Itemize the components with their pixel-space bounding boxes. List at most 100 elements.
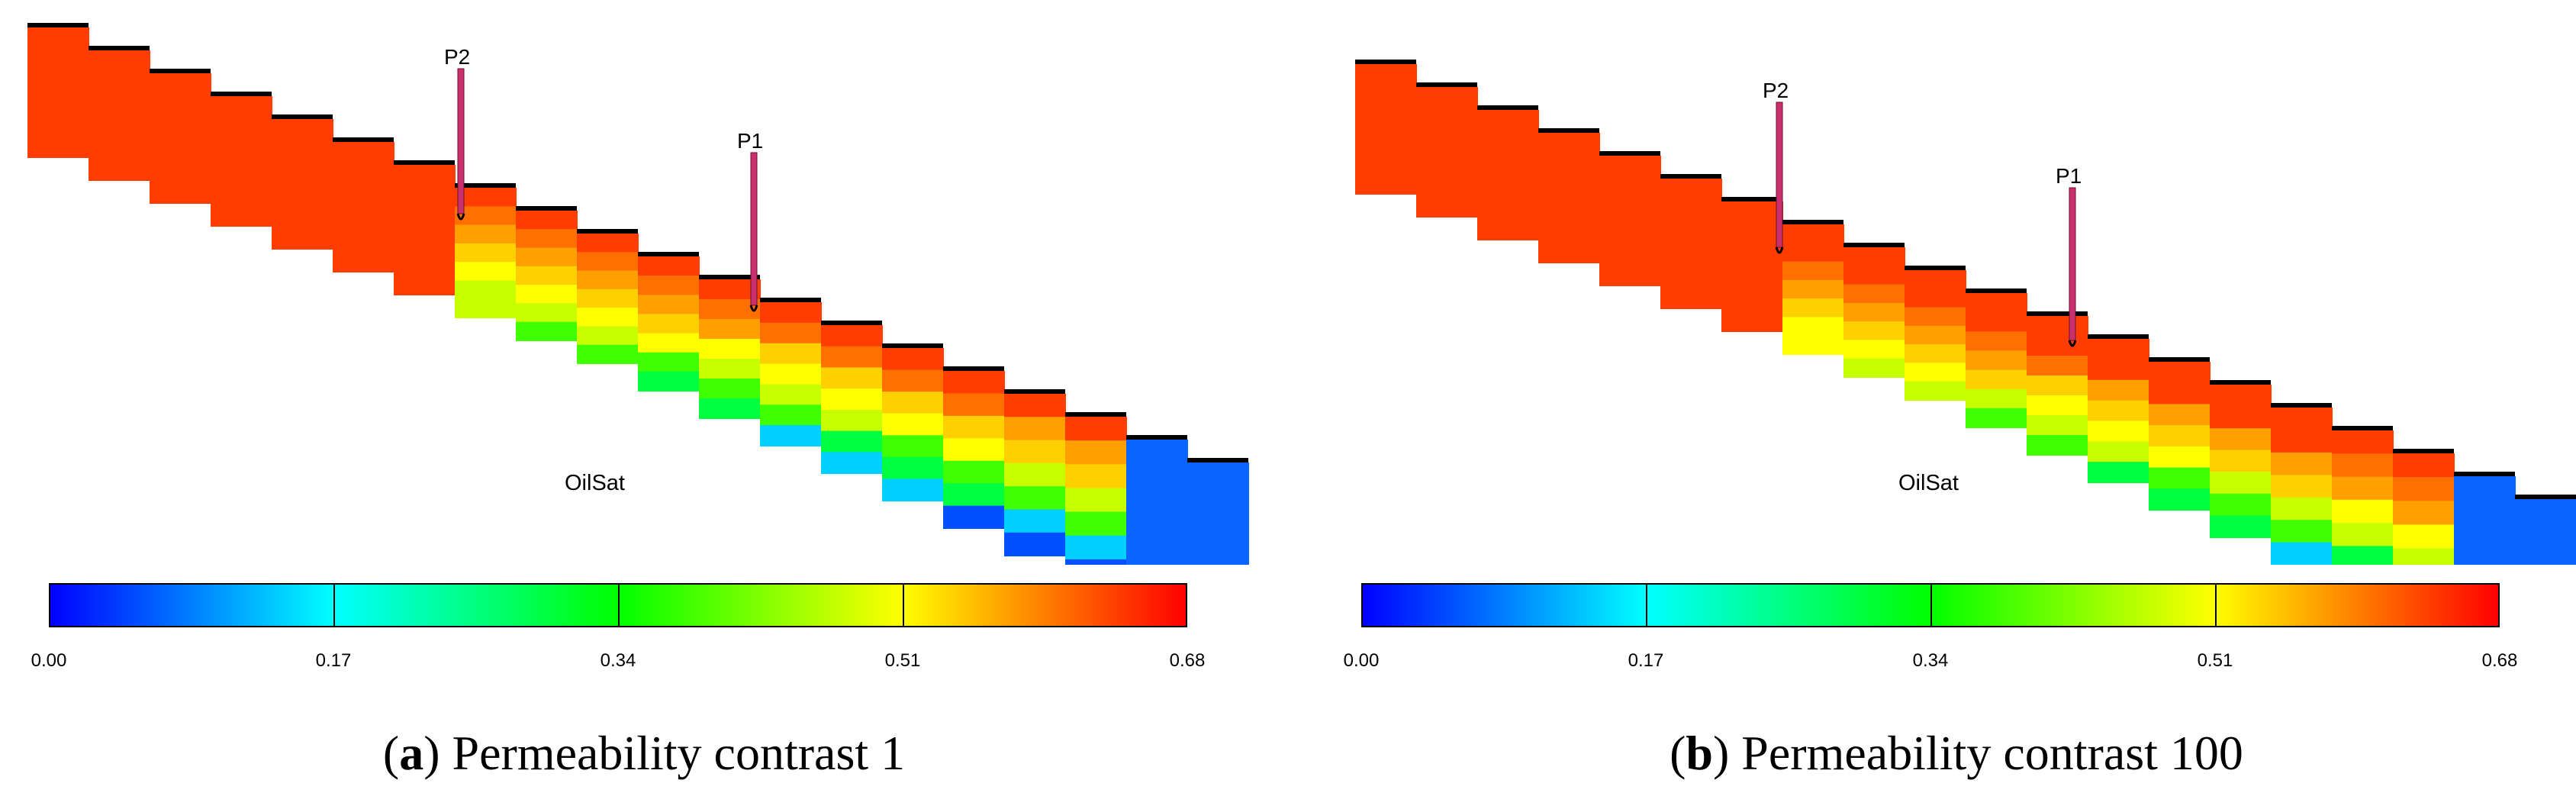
- grid-cell: [150, 147, 211, 167]
- grid-column: [1004, 389, 1066, 556]
- grid-cell: [1660, 289, 1722, 309]
- cell-edge: [516, 206, 577, 211]
- grid-cell: [2271, 520, 2333, 543]
- grid-cell: [1004, 463, 1066, 488]
- grid-cell: [27, 82, 89, 103]
- well-p2: P2: [444, 45, 470, 221]
- grid-cell: [516, 303, 578, 323]
- grid-cell: [1477, 110, 1539, 130]
- grid-cell: [1782, 261, 1844, 281]
- grid-cell: [1355, 138, 1417, 158]
- grid-cell: [211, 133, 272, 153]
- grid-cell: [1966, 293, 2027, 314]
- grid-cell: [760, 343, 822, 365]
- cell-edge: [211, 92, 272, 96]
- grid-cell: [89, 50, 150, 70]
- grid-cell: [1843, 266, 1905, 285]
- well-label: P1: [737, 129, 763, 153]
- caption-a-text: Permeability contrast 1: [452, 726, 906, 780]
- grid-cell: [1905, 307, 1966, 327]
- grid-cell: [1905, 344, 1966, 364]
- grid-cell: [1416, 105, 1478, 125]
- grid-cell: [2149, 382, 2211, 405]
- cell-edge: [2393, 449, 2454, 453]
- cell-edge: [272, 114, 333, 119]
- well-label: P2: [1763, 79, 1789, 102]
- cell-edge: [2332, 426, 2393, 430]
- grid-cell: [333, 234, 394, 254]
- colorbar-tick-line: [1646, 585, 1647, 626]
- grid-column: [1416, 82, 1478, 218]
- grid-cell: [638, 314, 700, 334]
- grid-cell: [1843, 302, 1905, 323]
- grid-cell: [333, 253, 394, 272]
- grid-cell: [455, 262, 517, 282]
- grid-cell: [1599, 266, 1661, 286]
- grid-cell: [2271, 452, 2333, 476]
- grid-cell: [333, 160, 394, 180]
- grid-cell: [1782, 298, 1844, 318]
- grid-cell: [27, 138, 89, 158]
- grid-cell: [2088, 441, 2149, 463]
- grid-cell: [394, 165, 456, 185]
- grid-cell: [2332, 523, 2394, 547]
- grid-cell: [821, 452, 883, 474]
- grid-cell: [760, 384, 822, 406]
- caption-b: (b) Permeability contrast 100: [1312, 725, 2576, 782]
- well-p1: P1: [2056, 164, 2082, 347]
- grid-cell: [638, 256, 700, 277]
- grid-cell: [1721, 201, 1783, 221]
- well-label: P2: [444, 45, 470, 69]
- grid-cell: [2332, 430, 2394, 455]
- grid-cell: [1660, 197, 1722, 217]
- grid-column: [272, 114, 333, 250]
- grid-cell: [882, 369, 944, 393]
- grid-cell: [1004, 486, 1066, 511]
- grid-column: [1660, 174, 1722, 309]
- grid-column: [1782, 220, 1844, 355]
- grid-cell: [1599, 174, 1661, 194]
- grid-cell: [1477, 147, 1539, 166]
- grid-column: [699, 275, 761, 419]
- panel-b: P2 P1 OilSat 0.00 0.17 0.34 0.51 0.68 (b) Per…: [1312, 0, 2576, 809]
- colorbar-tick-label: 0.00: [31, 650, 67, 671]
- grid-cell: [455, 298, 517, 318]
- grid-column: [638, 252, 700, 392]
- grid-cell: [211, 170, 272, 190]
- grid-column: [2515, 495, 2576, 565]
- grid-cell: [699, 319, 761, 340]
- grid-column: [2027, 311, 2088, 456]
- grid-column: [1477, 105, 1539, 240]
- grid-cell: [1416, 87, 1478, 107]
- grid-cell: [943, 460, 1005, 485]
- grid-cell: [577, 288, 639, 309]
- grid-cell: [1355, 101, 1417, 121]
- grid-cell: [2027, 316, 2088, 337]
- grid-cell: [943, 371, 1005, 395]
- grid-cell: [760, 404, 822, 427]
- grid-column: [821, 321, 883, 474]
- grid-cell: [516, 247, 578, 267]
- grid-cell: [150, 110, 211, 130]
- grid-cell: [2088, 400, 2149, 422]
- cell-edge: [699, 275, 760, 279]
- colorbar-b: [1361, 583, 2500, 627]
- grid-cell: [1004, 440, 1066, 464]
- grid-cell: [516, 229, 578, 249]
- caption-b-open: (: [1670, 726, 1686, 780]
- grid-cell: [821, 409, 883, 432]
- grid-cell: [1966, 408, 2027, 428]
- grid-cell: [2149, 467, 2211, 490]
- grid-cell: [2210, 428, 2272, 451]
- grid-cell: [1599, 211, 1661, 231]
- grid-cell: [2149, 488, 2211, 511]
- grid-cell: [89, 69, 150, 89]
- grid-cell: [577, 270, 639, 290]
- grid-cell: [27, 27, 89, 47]
- grid-cell: [821, 388, 883, 411]
- grid-cell: [882, 435, 944, 458]
- grid-cell: [2454, 525, 2516, 550]
- well-p1: P1: [737, 129, 763, 312]
- grid-cell: [272, 174, 333, 195]
- well-tip: [1775, 247, 1784, 254]
